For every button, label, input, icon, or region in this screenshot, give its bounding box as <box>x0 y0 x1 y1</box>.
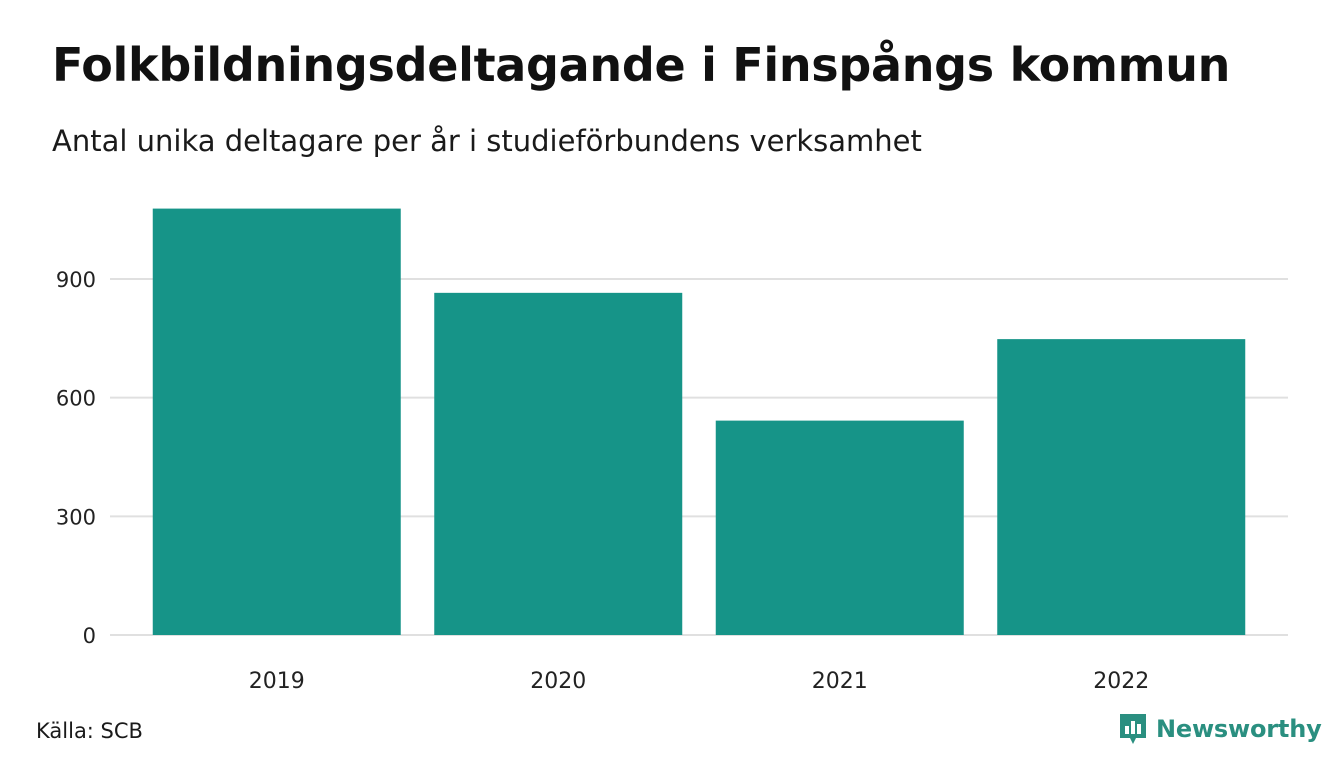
chart-title: Folkbildningsdeltagande i Finspångs komm… <box>52 38 1231 92</box>
y-tick-label: 0 <box>83 624 96 648</box>
newsworthy-logo-icon <box>1120 714 1146 744</box>
chart-subtitle: Antal unika deltagare per år i studieför… <box>52 124 922 158</box>
bar-2021 <box>715 420 964 635</box>
y-tick-label: 600 <box>56 387 96 411</box>
y-tick-label: 900 <box>56 268 96 292</box>
x-tick-label: 2021 <box>812 669 868 694</box>
x-tick-label: 2020 <box>530 669 586 694</box>
x-tick-label: 2019 <box>249 669 305 694</box>
bar-2019 <box>152 208 401 635</box>
source-note: Källa: SCB <box>36 719 143 743</box>
brand-logo: Newsworthy <box>1118 712 1322 746</box>
bar-2020 <box>434 292 683 635</box>
bar-2022 <box>997 339 1246 635</box>
brand-name: Newsworthy <box>1156 715 1322 743</box>
x-tick-label: 2022 <box>1093 669 1149 694</box>
y-tick-label: 300 <box>56 505 96 529</box>
